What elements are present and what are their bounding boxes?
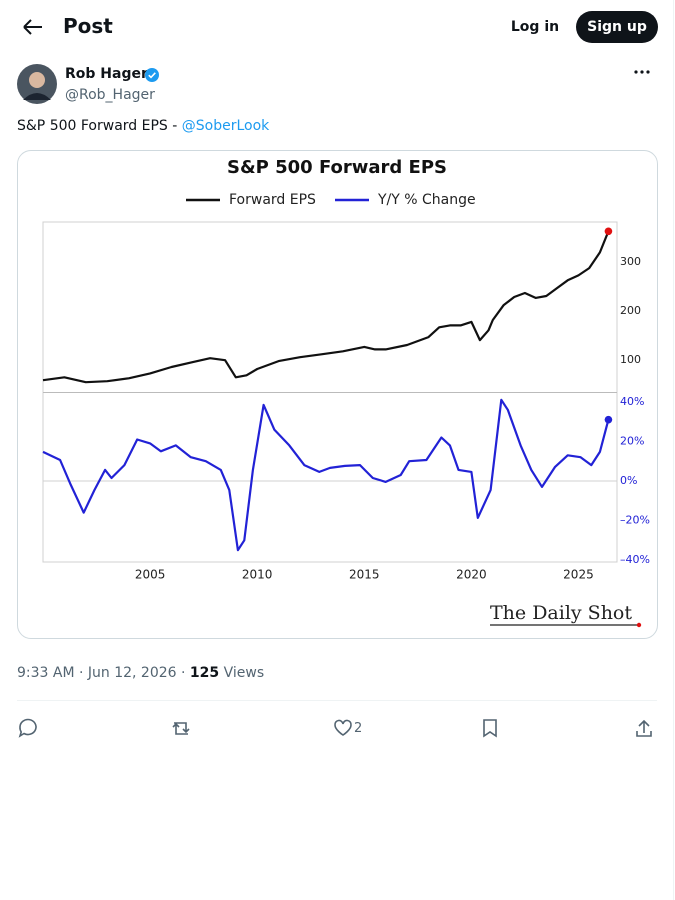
- y-tick-label: 100: [620, 353, 641, 366]
- border: [673, 0, 674, 900]
- like-button[interactable]: [334, 719, 352, 736]
- legend-label: Y/Y % Change: [377, 192, 476, 208]
- x-tick-label: 2010: [242, 568, 273, 582]
- verified-badge: [145, 68, 159, 82]
- avatar[interactable]: [17, 64, 57, 104]
- timestamp: 9:33 AM · Jun 12, 2026 ·: [17, 665, 186, 681]
- divider: [17, 700, 657, 701]
- login-button[interactable]: Log in: [510, 19, 560, 35]
- mention-link[interactable]: @SoberLook: [181, 118, 270, 134]
- views-label: Views: [223, 665, 265, 681]
- y-tick-label: 40%: [620, 395, 644, 408]
- like-count: 2: [354, 721, 362, 736]
- y-tick-label: 300: [620, 255, 641, 268]
- source-dot: [636, 622, 642, 628]
- bookmark-button[interactable]: [483, 719, 497, 738]
- x-tick-label: 2020: [456, 568, 487, 582]
- signup-button[interactable]: Sign up: [576, 11, 658, 43]
- y-tick-label: 0%: [620, 474, 637, 487]
- reply-button[interactable]: [18, 718, 37, 738]
- chart-title: S&P 500 Forward EPS: [227, 157, 447, 178]
- post-meta: 9:33 AM · Jun 12, 2026 · 125 Views: [17, 665, 264, 681]
- author-handle[interactable]: @Rob_Hager: [65, 87, 155, 103]
- x-tick-label: 2025: [563, 568, 594, 582]
- more-button[interactable]: [633, 68, 651, 76]
- repost-button[interactable]: [172, 722, 190, 735]
- action-bar: 2: [18, 718, 652, 738]
- header-title: Post: [63, 14, 113, 38]
- y-tick-label: –20%: [620, 513, 650, 526]
- series-line: [42, 230, 610, 384]
- y-tick-label: –40%: [620, 553, 650, 566]
- end-marker: [604, 227, 613, 236]
- legend-label: Forward EPS: [229, 192, 316, 208]
- post-body: S&P 500 Forward EPS -: [17, 118, 178, 134]
- x-tick-label: 2005: [135, 568, 166, 582]
- y-tick-label: 200: [620, 304, 641, 317]
- x-tick-label: 2015: [349, 568, 380, 582]
- share-button[interactable]: [636, 719, 652, 737]
- y-tick-label: 20%: [620, 434, 644, 447]
- back-button[interactable]: [22, 18, 44, 36]
- views-count: 125: [189, 665, 220, 681]
- chart-card[interactable]: S&P 500 Forward EPS Forward EPS Y/Y % Chan…: [17, 150, 658, 639]
- end-marker: [604, 415, 613, 424]
- source-logo: The Daily Shot: [490, 602, 632, 624]
- author-name[interactable]: Rob Hager: [65, 66, 148, 82]
- chart: S&P 500 Forward EPS Forward EPS Y/Y % Chan…: [42, 157, 650, 628]
- series-line: [42, 398, 610, 552]
- post-text: S&P 500 Forward EPS - @SoberLook: [17, 118, 269, 134]
